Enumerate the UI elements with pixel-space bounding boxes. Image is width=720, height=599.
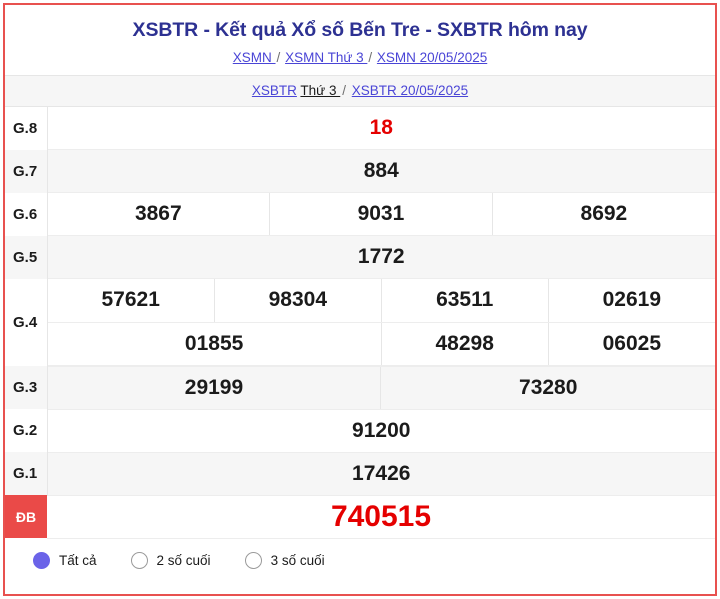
radio-unselected-icon[interactable] bbox=[130, 551, 148, 569]
filter-option-all[interactable]: Tất cả bbox=[33, 551, 97, 569]
breadcrumb-link-xsmn-date[interactable]: XSMN 20/05/2025 bbox=[376, 50, 488, 66]
prize-label-g1: G.1 bbox=[5, 452, 48, 496]
prize-label-db: ĐB bbox=[5, 495, 47, 539]
prize-value-g4-1: 57621 bbox=[47, 279, 215, 323]
table-row: G.1 17426 bbox=[5, 452, 715, 496]
breadcrumb-link-xsmn[interactable]: XSMN bbox=[232, 50, 276, 66]
filter-label-last-2: 2 số cuối bbox=[156, 552, 211, 568]
breadcrumb-separator: / bbox=[276, 50, 281, 66]
breadcrumb-link-xsbtr[interactable]: XSBTR bbox=[251, 82, 297, 98]
breadcrumb-secondary: XSBTR Thứ 3 / XSBTR 20/05/2025 bbox=[5, 74, 715, 107]
g4-subrow-2: 01855 48298 06025 bbox=[47, 322, 715, 366]
prize-value-g8: 18 bbox=[47, 106, 715, 151]
breadcrumb-weekday-label: Thứ 3 bbox=[300, 82, 341, 98]
breadcrumb-primary: XSMN / XSMN Thứ 3 / XSMN 20/05/2025 bbox=[5, 49, 715, 67]
g4-subrow-1: 57621 98304 63511 02619 bbox=[47, 279, 715, 323]
table-row: G.7 884 bbox=[5, 149, 715, 194]
page-title: XSBTR - Kết quả Xổ số Bến Tre - SXBTR hô… bbox=[132, 19, 588, 41]
prize-label-g8: G.8 bbox=[5, 106, 48, 150]
radio-unselected-icon[interactable] bbox=[244, 551, 262, 569]
radio-selected-icon[interactable] bbox=[33, 551, 50, 569]
prize-label-g2: G.2 bbox=[5, 409, 48, 453]
prize-label-g4: G.4 bbox=[5, 278, 48, 367]
table-row: G.3 29199 73280 bbox=[5, 366, 715, 410]
breadcrumb-link-xsmn-weekday[interactable]: XSMN Thứ 3 bbox=[285, 50, 368, 66]
results-card: XSBTR - Kết quả Xổ số Bến Tre - SXBTR hô… bbox=[3, 3, 717, 596]
prize-values-g4: 57621 98304 63511 02619 01855 48298 0602… bbox=[47, 278, 715, 367]
prize-value-g4-3: 63511 bbox=[380, 279, 549, 323]
prize-value-db: 740515 bbox=[47, 495, 715, 539]
prize-value-g4-5: 01855 bbox=[47, 322, 382, 366]
digit-filter-group: Tất cả 2 số cuối 3 số cuối bbox=[5, 538, 715, 594]
prize-label-g7: G.7 bbox=[5, 149, 48, 193]
g4-subtable: 57621 98304 63511 02619 01855 48298 0602… bbox=[47, 279, 715, 366]
prize-value-g4-2: 98304 bbox=[213, 279, 382, 323]
breadcrumb-separator: / bbox=[342, 82, 346, 98]
filter-label-all: Tất cả bbox=[59, 552, 97, 568]
prize-value-g6-2: 9031 bbox=[269, 192, 493, 237]
filter-option-last-2[interactable]: 2 số cuối bbox=[130, 551, 211, 569]
page-header: XSBTR - Kết quả Xổ số Bến Tre - SXBTR hô… bbox=[5, 5, 715, 75]
prize-label-g5: G.5 bbox=[5, 235, 48, 279]
lottery-results-table: G.8 18 G.7 884 G.6 3867 9031 8692 G. bbox=[5, 106, 715, 539]
table-row: G.5 1772 bbox=[5, 235, 715, 280]
prize-value-g2: 91200 bbox=[47, 409, 715, 453]
table-row: G.2 91200 bbox=[5, 409, 715, 453]
prize-label-g3: G.3 bbox=[5, 366, 48, 410]
prize-label-g6: G.6 bbox=[5, 192, 48, 236]
prize-value-g6-1: 3867 bbox=[47, 192, 270, 237]
table-row: ĐB 740515 bbox=[5, 495, 715, 539]
prize-value-g4-4: 02619 bbox=[547, 279, 715, 323]
prize-value-g4-6: 48298 bbox=[380, 322, 549, 366]
prize-value-g1: 17426 bbox=[47, 452, 715, 496]
filter-option-last-3[interactable]: 3 số cuối bbox=[244, 551, 325, 569]
prize-value-g6-3: 8692 bbox=[491, 192, 715, 237]
prize-value-g7: 884 bbox=[47, 149, 715, 194]
prize-value-g5: 1772 bbox=[47, 235, 715, 280]
table-row: G.6 3867 9031 8692 bbox=[5, 192, 715, 237]
filter-label-last-3: 3 số cuối bbox=[270, 552, 325, 568]
prize-value-g3-1: 29199 bbox=[47, 366, 381, 410]
prize-value-g3-2: 73280 bbox=[380, 366, 715, 410]
breadcrumb-separator: / bbox=[368, 50, 373, 66]
breadcrumb-link-xsbtr-date[interactable]: XSBTR 20/05/2025 bbox=[351, 82, 469, 98]
table-row: G.8 18 bbox=[5, 106, 715, 151]
table-row: G.4 57621 98304 63511 02619 bbox=[5, 278, 715, 367]
prize-value-g4-7: 06025 bbox=[547, 322, 715, 366]
